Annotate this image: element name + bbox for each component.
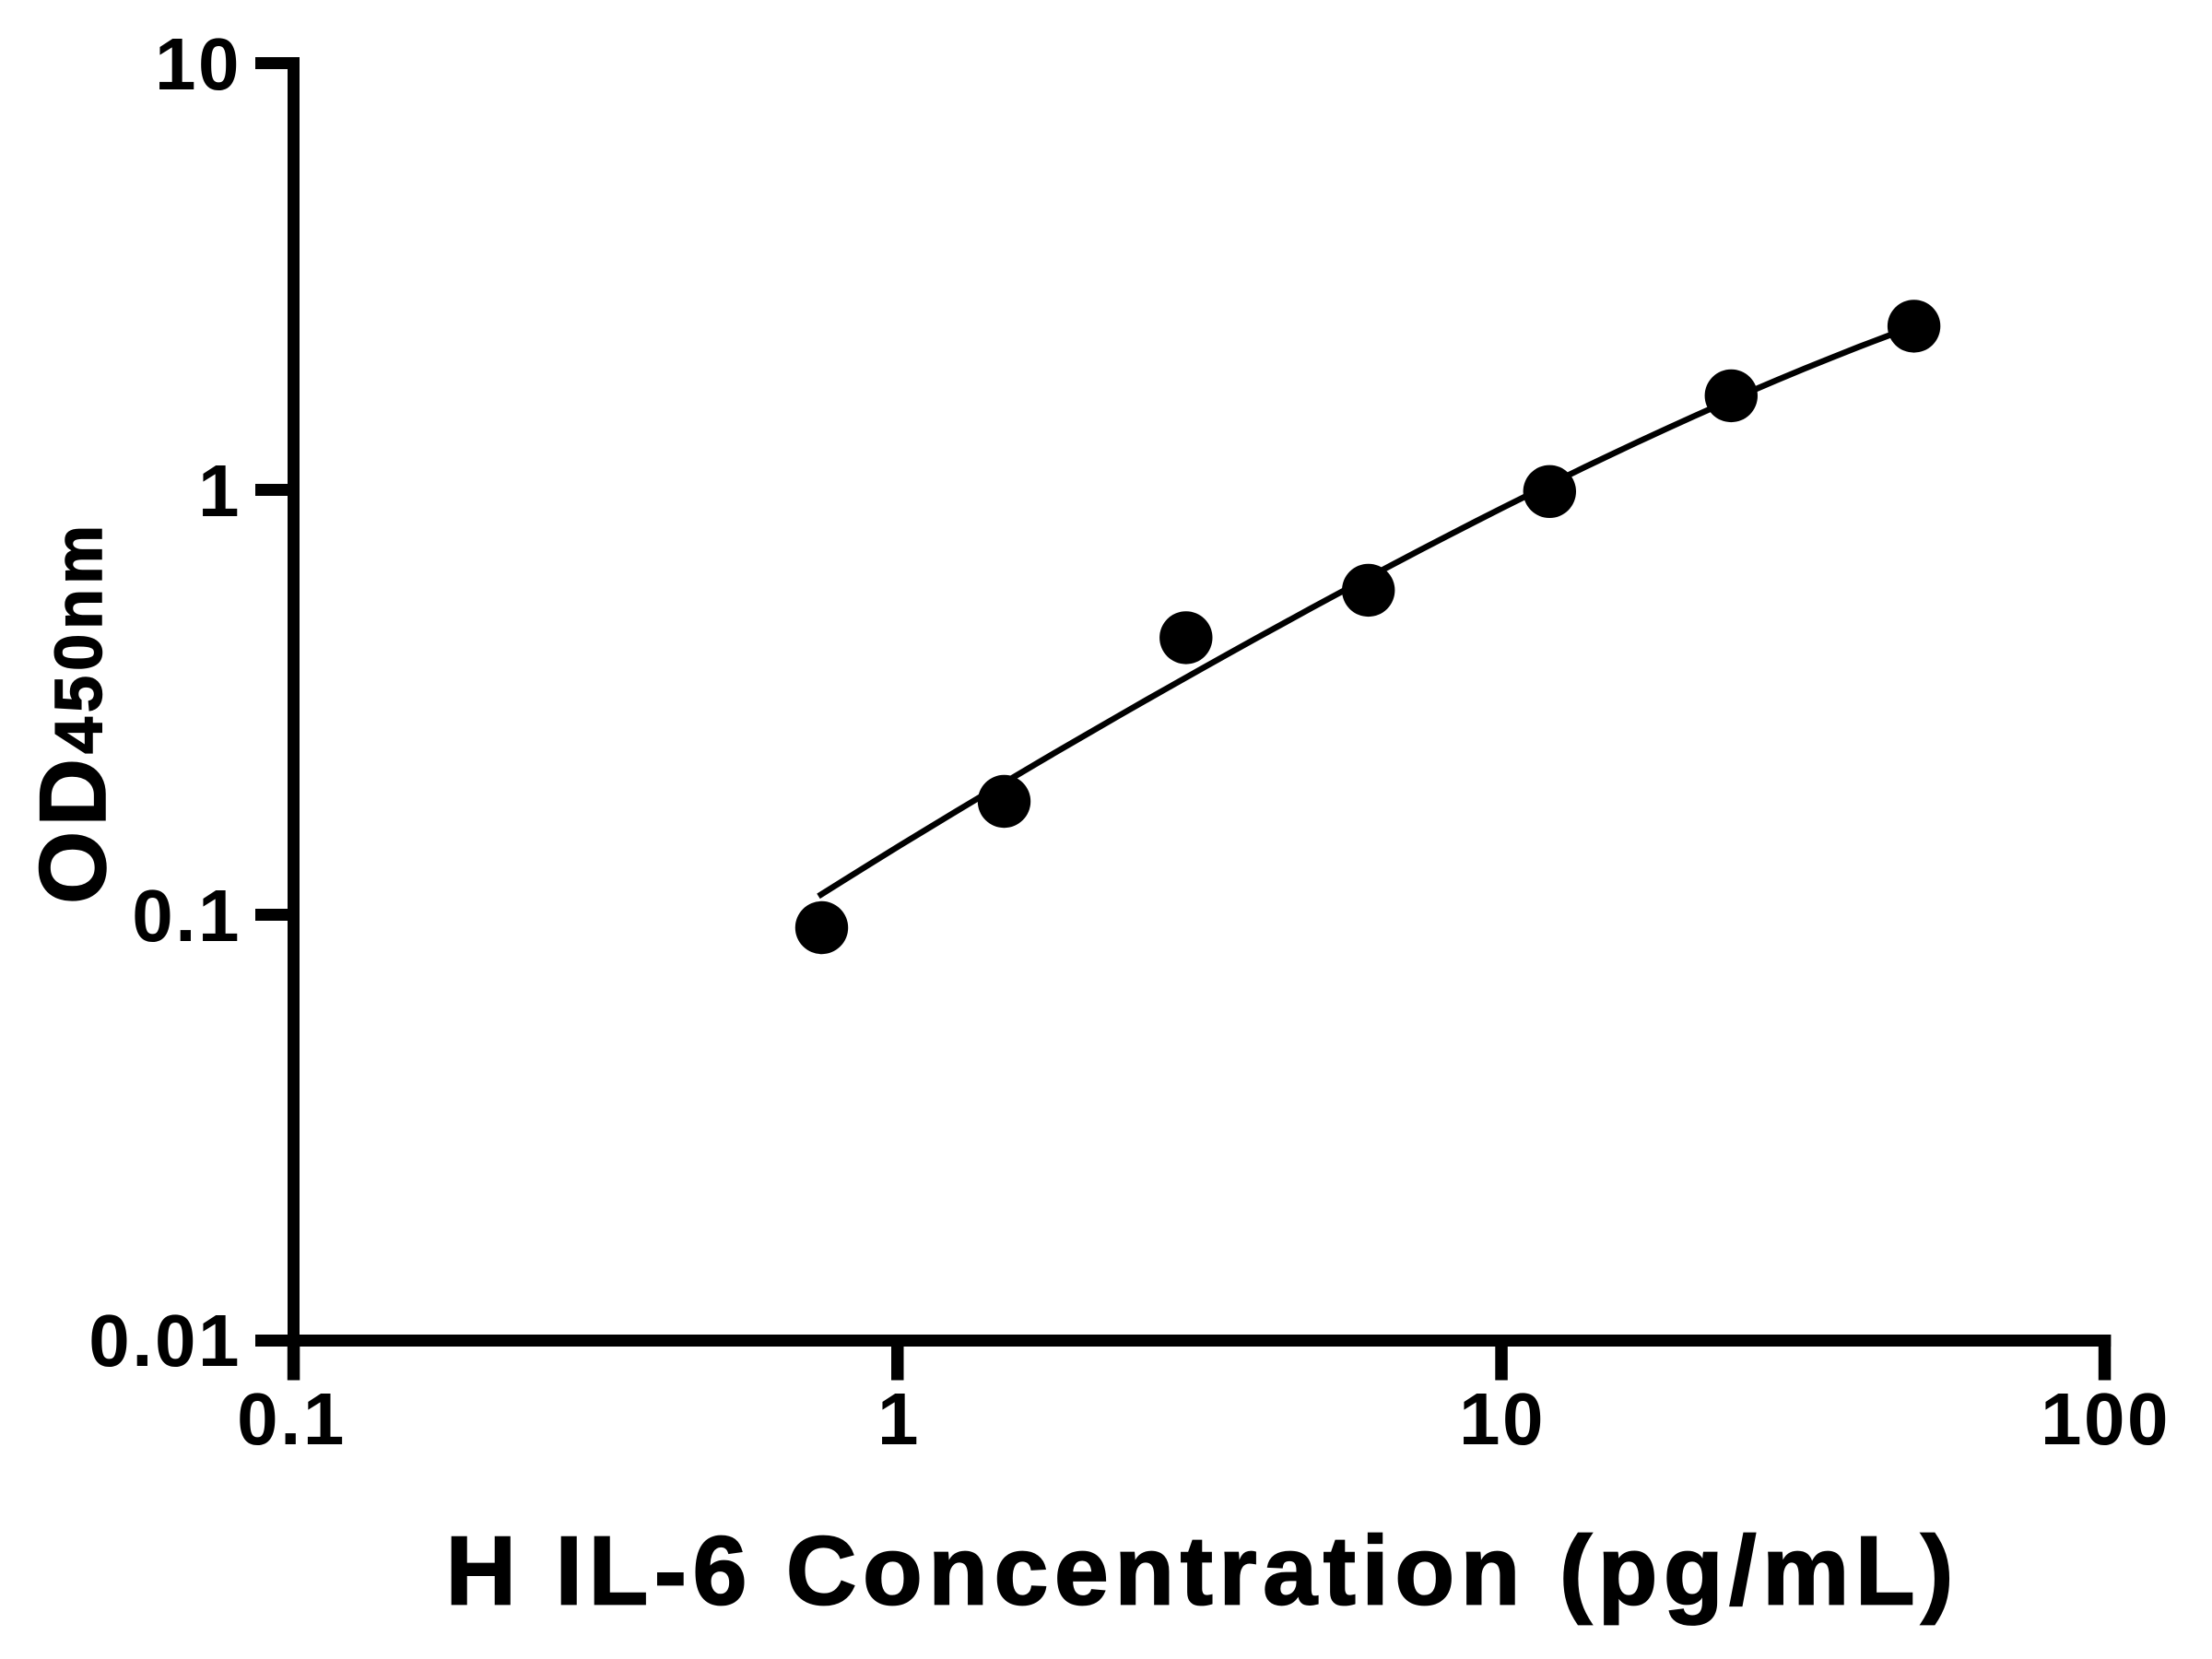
svg-text:1: 1 bbox=[877, 1378, 921, 1460]
svg-text:10: 10 bbox=[1459, 1378, 1546, 1460]
svg-text:0.01: 0.01 bbox=[88, 1300, 241, 1382]
svg-text:0.1: 0.1 bbox=[132, 875, 241, 957]
svg-text:0.1: 0.1 bbox=[237, 1378, 347, 1460]
svg-text:1: 1 bbox=[198, 450, 241, 532]
svg-text:H IL-6 Concentration (pg/mL): H IL-6 Concentration (pg/mL) bbox=[446, 1517, 1959, 1626]
svg-text:100: 100 bbox=[2041, 1378, 2171, 1460]
svg-text:OD450nm: OD450nm bbox=[20, 521, 125, 904]
svg-text:10: 10 bbox=[155, 23, 241, 105]
